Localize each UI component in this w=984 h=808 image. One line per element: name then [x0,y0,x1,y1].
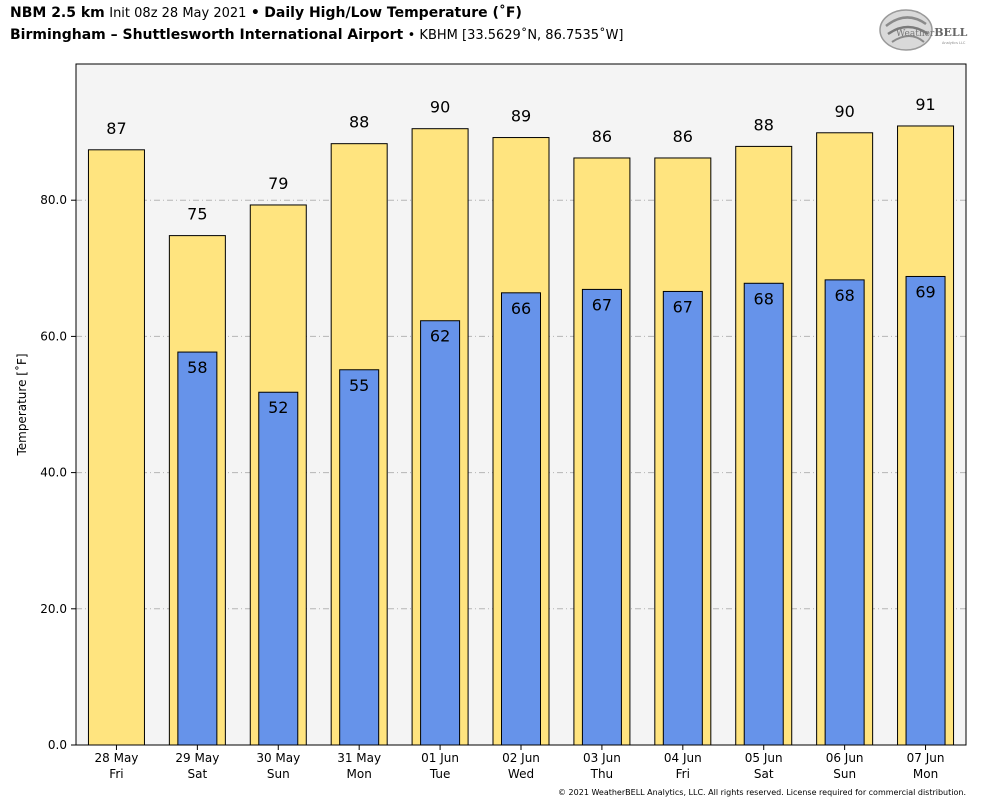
x-tick-day-label: Mon [913,767,938,781]
high-temp-label: 91 [915,95,935,114]
x-tick-date-label: 29 May [175,751,219,765]
y-tick-label: 0.0 [48,738,67,752]
x-tick-day-label: Tue [429,767,451,781]
x-tick-day-label: Fri [676,767,690,781]
low-temp-label: 66 [511,299,531,318]
x-tick-day-label: Sun [833,767,856,781]
x-tick-date-label: 02 Jun [502,751,540,765]
low-temp-label: 69 [915,282,935,301]
x-tick-day-label: Sat [188,767,208,781]
station-name: Birmingham – Shuttlesworth International… [10,27,404,43]
copyright-footer: © 2021 WeatherBELL Analytics, LLC. All r… [558,788,966,797]
swirl-logo-icon [879,9,933,51]
high-temp-bar [87,149,145,746]
x-tick-date-label: 05 Jun [745,751,783,765]
low-temp-label: 58 [187,358,207,377]
high-temp-label: 87 [106,119,126,138]
x-tick-date-label: 31 May [337,751,381,765]
high-temp-label: 75 [187,205,207,224]
y-tick-label: 40.0 [40,466,67,480]
low-temp-label: 68 [834,286,854,305]
model-name: NBM 2.5 km [10,5,105,21]
high-temp-label: 86 [673,127,693,146]
x-tick-date-label: 07 Jun [907,751,945,765]
low-temp-bar [743,282,784,746]
low-temp-bar [905,275,946,746]
y-tick-label: 60.0 [40,329,67,343]
init-time: Init 08z 28 May 2021 [109,6,247,21]
high-temp-label: 89 [511,107,531,126]
x-tick-date-label: 06 Jun [826,751,864,765]
low-temp-bar [824,279,865,746]
station-id: • KBHM [33.5629˚N, 86.7535˚W] [407,28,624,43]
plot-frame [75,63,967,746]
high-temp-label: 88 [754,115,774,134]
chart-header-line-1: NBM 2.5 km Init 08z 28 May 2021 • Daily … [10,5,522,21]
x-tick-day-label: Thu [590,767,614,781]
high-temp-label: 90 [834,102,854,121]
low-temp-label: 62 [430,327,450,346]
low-temp-label: 52 [268,398,288,417]
x-tick-date-label: 01 Jun [421,751,459,765]
y-axis-label: Temperature [˚F] [14,353,29,456]
header-bullet: • [250,5,260,21]
low-temp-label: 67 [673,297,693,316]
high-temp-label: 86 [592,127,612,146]
low-temp-bar [501,292,541,746]
low-temp-bar [420,320,461,746]
high-temp-label: 90 [430,98,450,117]
chart-header-line-2: Birmingham – Shuttlesworth International… [10,27,624,43]
weatherbell-logo: WeatherBELL Analytics LLC [879,9,968,51]
x-tick-day-label: Sat [754,767,774,781]
low-temp-label: 67 [592,295,612,314]
low-temp-bar [662,290,703,746]
low-temp-bar [258,391,299,746]
x-tick-date-label: 04 Jun [664,751,702,765]
logo-subtext: Analytics LLC [942,41,966,45]
chart-title: Daily High/Low Temperature (˚F) [264,5,522,21]
low-temp-label: 55 [349,376,369,395]
y-tick-label: 20.0 [40,602,67,616]
x-tick-date-label: 03 Jun [583,751,621,765]
low-temp-bar [339,369,380,746]
low-temp-bar [177,351,218,746]
x-tick-date-label: 30 May [256,751,300,765]
svg-text:WeatherBELL: WeatherBELL [896,26,968,39]
high-temp-label: 79 [268,174,288,193]
x-tick-day-label: Mon [347,767,372,781]
x-tick-day-label: Sun [267,767,290,781]
low-temp-bar [581,288,622,746]
x-tick-date-label: 28 May [95,751,139,765]
y-tick-label: 80.0 [40,193,67,207]
logo-text-a: Weather [896,29,935,39]
high-temp-label: 88 [349,113,369,132]
x-tick-day-label: Wed [508,767,534,781]
x-tick-day-label: Fri [109,767,123,781]
low-temp-label: 68 [754,289,774,308]
logo-text-b: BELL [934,26,967,39]
